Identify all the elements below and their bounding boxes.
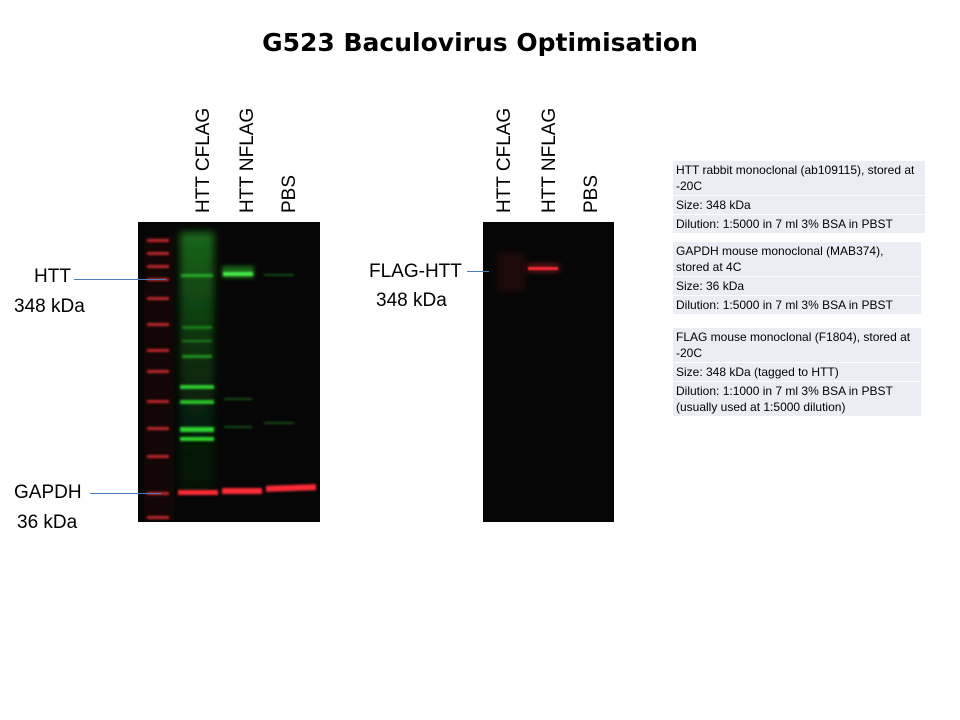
gapdh-bands [178, 484, 317, 495]
ladder-band [147, 516, 169, 519]
gapdh-band-nflag [222, 488, 262, 494]
green-band [224, 398, 252, 400]
page-title: G523 Baculovirus Optimisation [262, 28, 698, 57]
flag-htt-band [528, 267, 558, 270]
cflag-lane-smear [180, 232, 214, 492]
green-band [224, 426, 252, 428]
lane-label-htt-nflag: HTT NFLAG [539, 107, 560, 213]
ladder-band [147, 455, 169, 458]
htt-label-name: HTT [34, 266, 71, 287]
gapdh-band-cflag [178, 490, 218, 495]
flag-htt-label-name: FLAG-HTT [369, 261, 462, 282]
flag-antibody-dilution: Dilution: 1:1000 in 7 ml 3% BSA in PBST … [673, 382, 921, 417]
htt-antibody-dilution: Dilution: 1:5000 in 7 ml 3% BSA in PBST [673, 215, 925, 234]
green-band [180, 437, 214, 441]
gapdh-band-pbs [265, 484, 317, 492]
flag-antibody-description: FLAG mouse monoclonal (F1804), stored at… [673, 328, 921, 363]
gapdh-pointer-line [90, 493, 161, 494]
htt-band-cflag [181, 274, 213, 277]
left-blot-image [138, 222, 320, 522]
green-band [182, 326, 212, 329]
htt-label-size: 348 kDa [14, 296, 85, 317]
ladder-band [147, 252, 169, 255]
htt-band-nflag [223, 272, 253, 276]
green-band [180, 400, 214, 404]
htt-antibody-description: HTT rabbit monoclonal (ab109115), stored… [673, 161, 925, 196]
lane-label-pbs: PBS [279, 174, 300, 213]
ladder-band [147, 400, 169, 403]
gapdh-antibody-dilution: Dilution: 1:5000 in 7 ml 3% BSA in PBST [673, 296, 921, 315]
ladder-band [147, 297, 169, 300]
lane-label-htt-cflag: HTT CFLAG [494, 107, 515, 213]
lane-label-htt-cflag: HTT CFLAG [193, 107, 214, 213]
gapdh-label-name: GAPDH [14, 482, 82, 503]
green-band [180, 385, 214, 389]
htt-label: HTT [34, 262, 71, 292]
right-blot-image [483, 222, 614, 522]
gapdh-antibody-info: GAPDH mouse monoclonal (MAB374), stored … [673, 242, 921, 315]
green-band [264, 422, 294, 424]
ladder-band [147, 323, 169, 326]
left-blot-bands [144, 232, 317, 520]
green-band [182, 355, 212, 358]
ladder-band [147, 427, 169, 430]
ladder-band [147, 349, 169, 352]
ladder-haze [144, 236, 174, 520]
faint-green-bands [224, 274, 294, 428]
flag-antibody-info: FLAG mouse monoclonal (F1804), stored at… [673, 328, 921, 417]
gapdh-antibody-description: GAPDH mouse monoclonal (MAB374), stored … [673, 242, 921, 277]
flag-htt-label-size: 348 kDa [376, 290, 447, 311]
lane-label-pbs: PBS [581, 174, 602, 213]
ladder-band [147, 239, 169, 242]
cflag-faint-smear [497, 252, 525, 292]
green-band [264, 274, 294, 276]
green-band [180, 427, 214, 432]
cflag-green-bands [180, 274, 214, 441]
ladder-band [147, 265, 169, 268]
right-blot-bands [497, 252, 559, 292]
lane-label-htt-nflag: HTT NFLAG [237, 107, 258, 213]
flag-antibody-size: Size: 348 kDa (tagged to HTT) [673, 363, 921, 382]
ladder-band [147, 370, 169, 373]
htt-antibody-info: HTT rabbit monoclonal (ab109115), stored… [673, 161, 925, 234]
gapdh-label-size: 36 kDa [17, 512, 78, 533]
flag-htt-pointer-line [467, 271, 489, 272]
gapdh-antibody-size: Size: 36 kDa [673, 277, 921, 296]
green-band [182, 340, 212, 342]
htt-pointer-line [74, 279, 166, 280]
htt-antibody-size: Size: 348 kDa [673, 196, 925, 215]
